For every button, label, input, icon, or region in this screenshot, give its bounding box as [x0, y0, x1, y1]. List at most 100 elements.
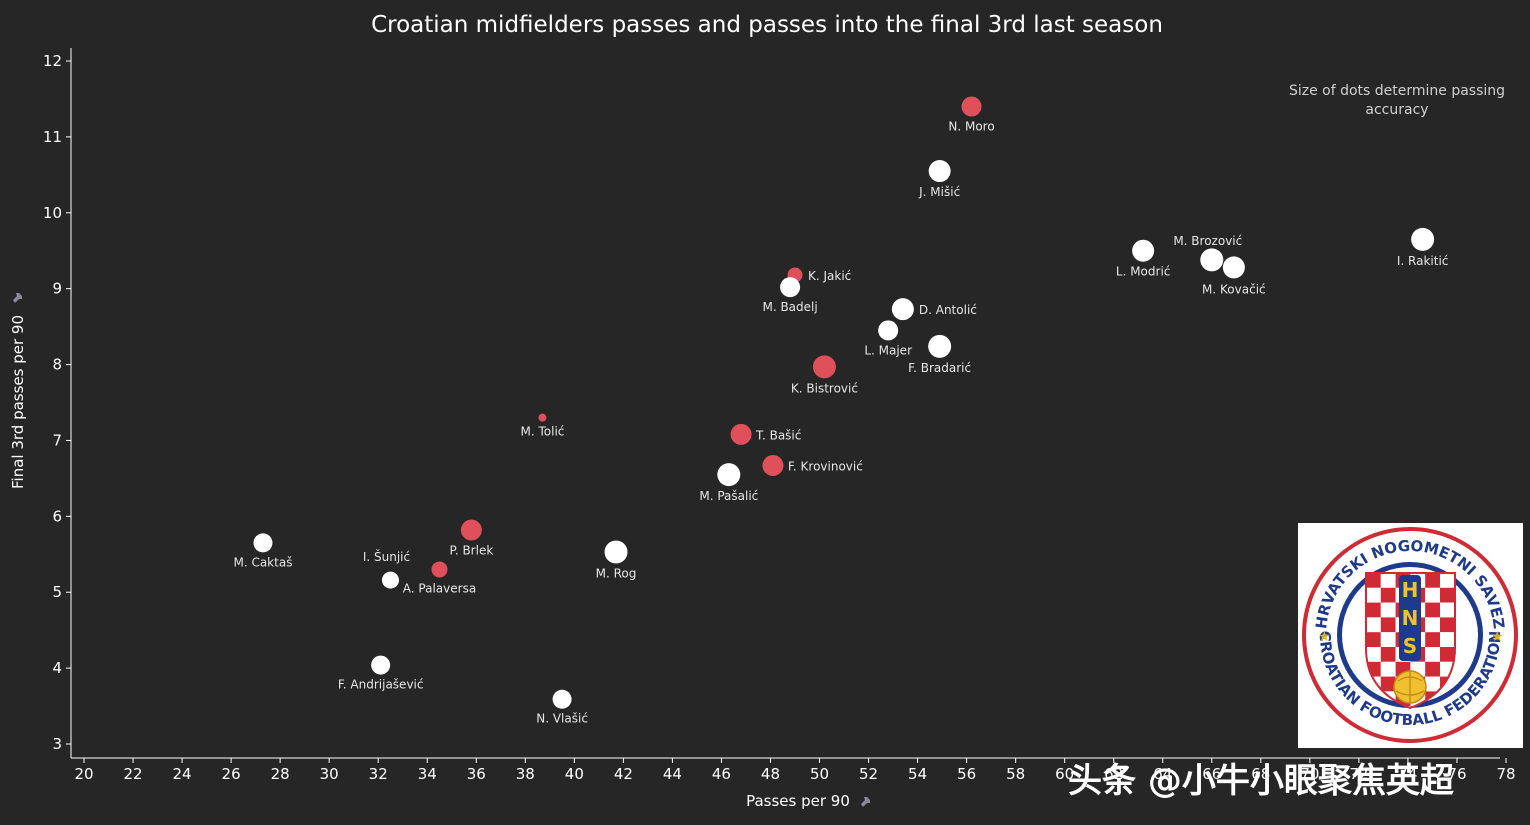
x-tick-label: 68 — [1251, 765, 1270, 783]
data-point — [1132, 239, 1155, 262]
x-tick-label: 50 — [810, 765, 829, 783]
x-tick-label: 72 — [1349, 765, 1368, 783]
hns-logo: HRVATSKI NOGOMETNI SAVEZ CROATIAN FOOTBA… — [1298, 523, 1523, 748]
data-point — [1222, 256, 1245, 279]
x-tick-label: 30 — [320, 765, 339, 783]
x-tick-label: 34 — [418, 765, 437, 783]
x-tick-label: 40 — [565, 765, 584, 783]
y-axis-pin-icon — [13, 293, 22, 303]
x-tick-label: 48 — [761, 765, 780, 783]
data-point — [878, 320, 899, 341]
point-label: J. Mišić — [918, 185, 960, 199]
y-tick-label: 3 — [52, 735, 62, 753]
point-label: M. Caktaš — [233, 555, 292, 569]
x-tick-label: 58 — [1006, 765, 1025, 783]
y-ticks: 3 4 5 6 7 8 9 10 11 12 — [43, 52, 71, 753]
x-tick-label: 28 — [271, 765, 290, 783]
x-tick-label: 22 — [123, 765, 142, 783]
data-point — [812, 355, 836, 379]
size-note-line: Size of dots determine passing — [1289, 83, 1505, 99]
point-label: K. Bistrović — [791, 381, 858, 395]
x-tick-label: 66 — [1202, 765, 1221, 783]
point-label: K. Jakić — [808, 269, 851, 283]
point-label: I. Šunjić — [363, 549, 410, 564]
data-point — [431, 561, 448, 578]
data-point — [253, 533, 273, 553]
watermark: 头条 @小牛小眼聚焦英超 — [1068, 761, 1455, 801]
point-label: M. Kovačić — [1202, 282, 1266, 296]
data-points: N. Moro J. Mišić I. Rakitić L. Modrić M. Bro… — [233, 96, 1448, 726]
point-label: L. Modrić — [1116, 265, 1171, 279]
x-tick-label: 54 — [908, 765, 927, 783]
data-point — [891, 298, 914, 321]
data-point — [1200, 248, 1224, 272]
svg-text:N: N — [1402, 606, 1419, 630]
x-tick-label: 42 — [614, 765, 633, 783]
y-tick-label: 12 — [43, 52, 62, 70]
x-tick-label: 56 — [957, 765, 976, 783]
data-point — [717, 463, 741, 487]
point-label: M. Badelj — [762, 300, 817, 314]
x-tick-label: 60 — [1055, 765, 1074, 783]
x-axis-label: Passes per 90 — [746, 792, 850, 810]
x-tick-label: 20 — [74, 765, 93, 783]
x-tick-label: 32 — [369, 765, 388, 783]
point-label: D. Antolić — [919, 303, 977, 317]
star-icon: ★ — [1491, 629, 1504, 645]
x-tick-label: 44 — [663, 765, 682, 783]
point-label: F. Bradarić — [908, 361, 971, 375]
point-label: L. Majer — [864, 343, 912, 357]
point-label: M. Pašalić — [699, 489, 758, 503]
star-icon: ★ — [1318, 629, 1331, 645]
data-point — [460, 519, 482, 541]
x-tick-label: 26 — [222, 765, 241, 783]
x-tick-label: 24 — [173, 765, 192, 783]
point-label: N. Moro — [948, 120, 994, 134]
data-point — [604, 540, 628, 564]
data-point — [381, 571, 399, 589]
svg-text:H: H — [1402, 578, 1419, 602]
data-point — [538, 413, 547, 422]
point-label: N. Vlašić — [536, 712, 588, 726]
chart-title: Croatian midfielders passes and passes i… — [371, 12, 1163, 38]
data-point — [762, 454, 784, 476]
point-label: T. Bašić — [755, 428, 801, 442]
data-point — [371, 655, 391, 675]
y-tick-label: 4 — [52, 659, 62, 677]
x-ticks: 20 22 24 26 28 30 32 34 36 38 40 42 44 46 48 50 52 54 56 58… — [74, 758, 1516, 783]
svg-text:S: S — [1403, 634, 1417, 658]
y-tick-label: 10 — [43, 204, 62, 222]
x-tick-label: 70 — [1300, 765, 1319, 783]
point-label: A. Palaversa — [403, 581, 476, 595]
watermark-text: 头条 @小牛小眼聚焦英超 — [1068, 761, 1455, 801]
data-point — [928, 334, 952, 358]
y-tick-label: 5 — [52, 583, 62, 601]
y-tick-label: 9 — [52, 280, 62, 298]
x-tick-label: 78 — [1496, 765, 1515, 783]
point-label: P. Brlek — [449, 543, 493, 557]
x-tick-label: 38 — [516, 765, 535, 783]
x-tick-label: 52 — [859, 765, 878, 783]
x-tick-label: 62 — [1104, 765, 1123, 783]
data-point — [552, 689, 572, 709]
y-tick-label: 8 — [52, 356, 62, 374]
data-point — [780, 277, 801, 298]
size-note-line: accuracy — [1365, 102, 1428, 118]
x-tick-label: 46 — [712, 765, 731, 783]
point-label: F. Andrijašević — [338, 678, 424, 692]
y-axis-label: Final 3rd passes per 90 — [9, 315, 27, 489]
x-axis-pin-icon — [861, 797, 870, 807]
x-tick-label: 74 — [1398, 765, 1417, 783]
point-label: M. Brozović — [1173, 234, 1242, 248]
data-point — [961, 96, 982, 117]
x-tick-label: 64 — [1153, 765, 1172, 783]
point-label: M. Rog — [596, 567, 637, 581]
size-note: Size of dots determine passing accuracy — [1289, 83, 1505, 118]
y-tick-label: 7 — [52, 431, 62, 449]
y-tick-label: 6 — [52, 507, 62, 525]
data-point — [928, 160, 951, 183]
data-point — [730, 423, 752, 445]
x-tick-label: 36 — [467, 765, 486, 783]
point-label: M. Tolić — [521, 425, 565, 439]
